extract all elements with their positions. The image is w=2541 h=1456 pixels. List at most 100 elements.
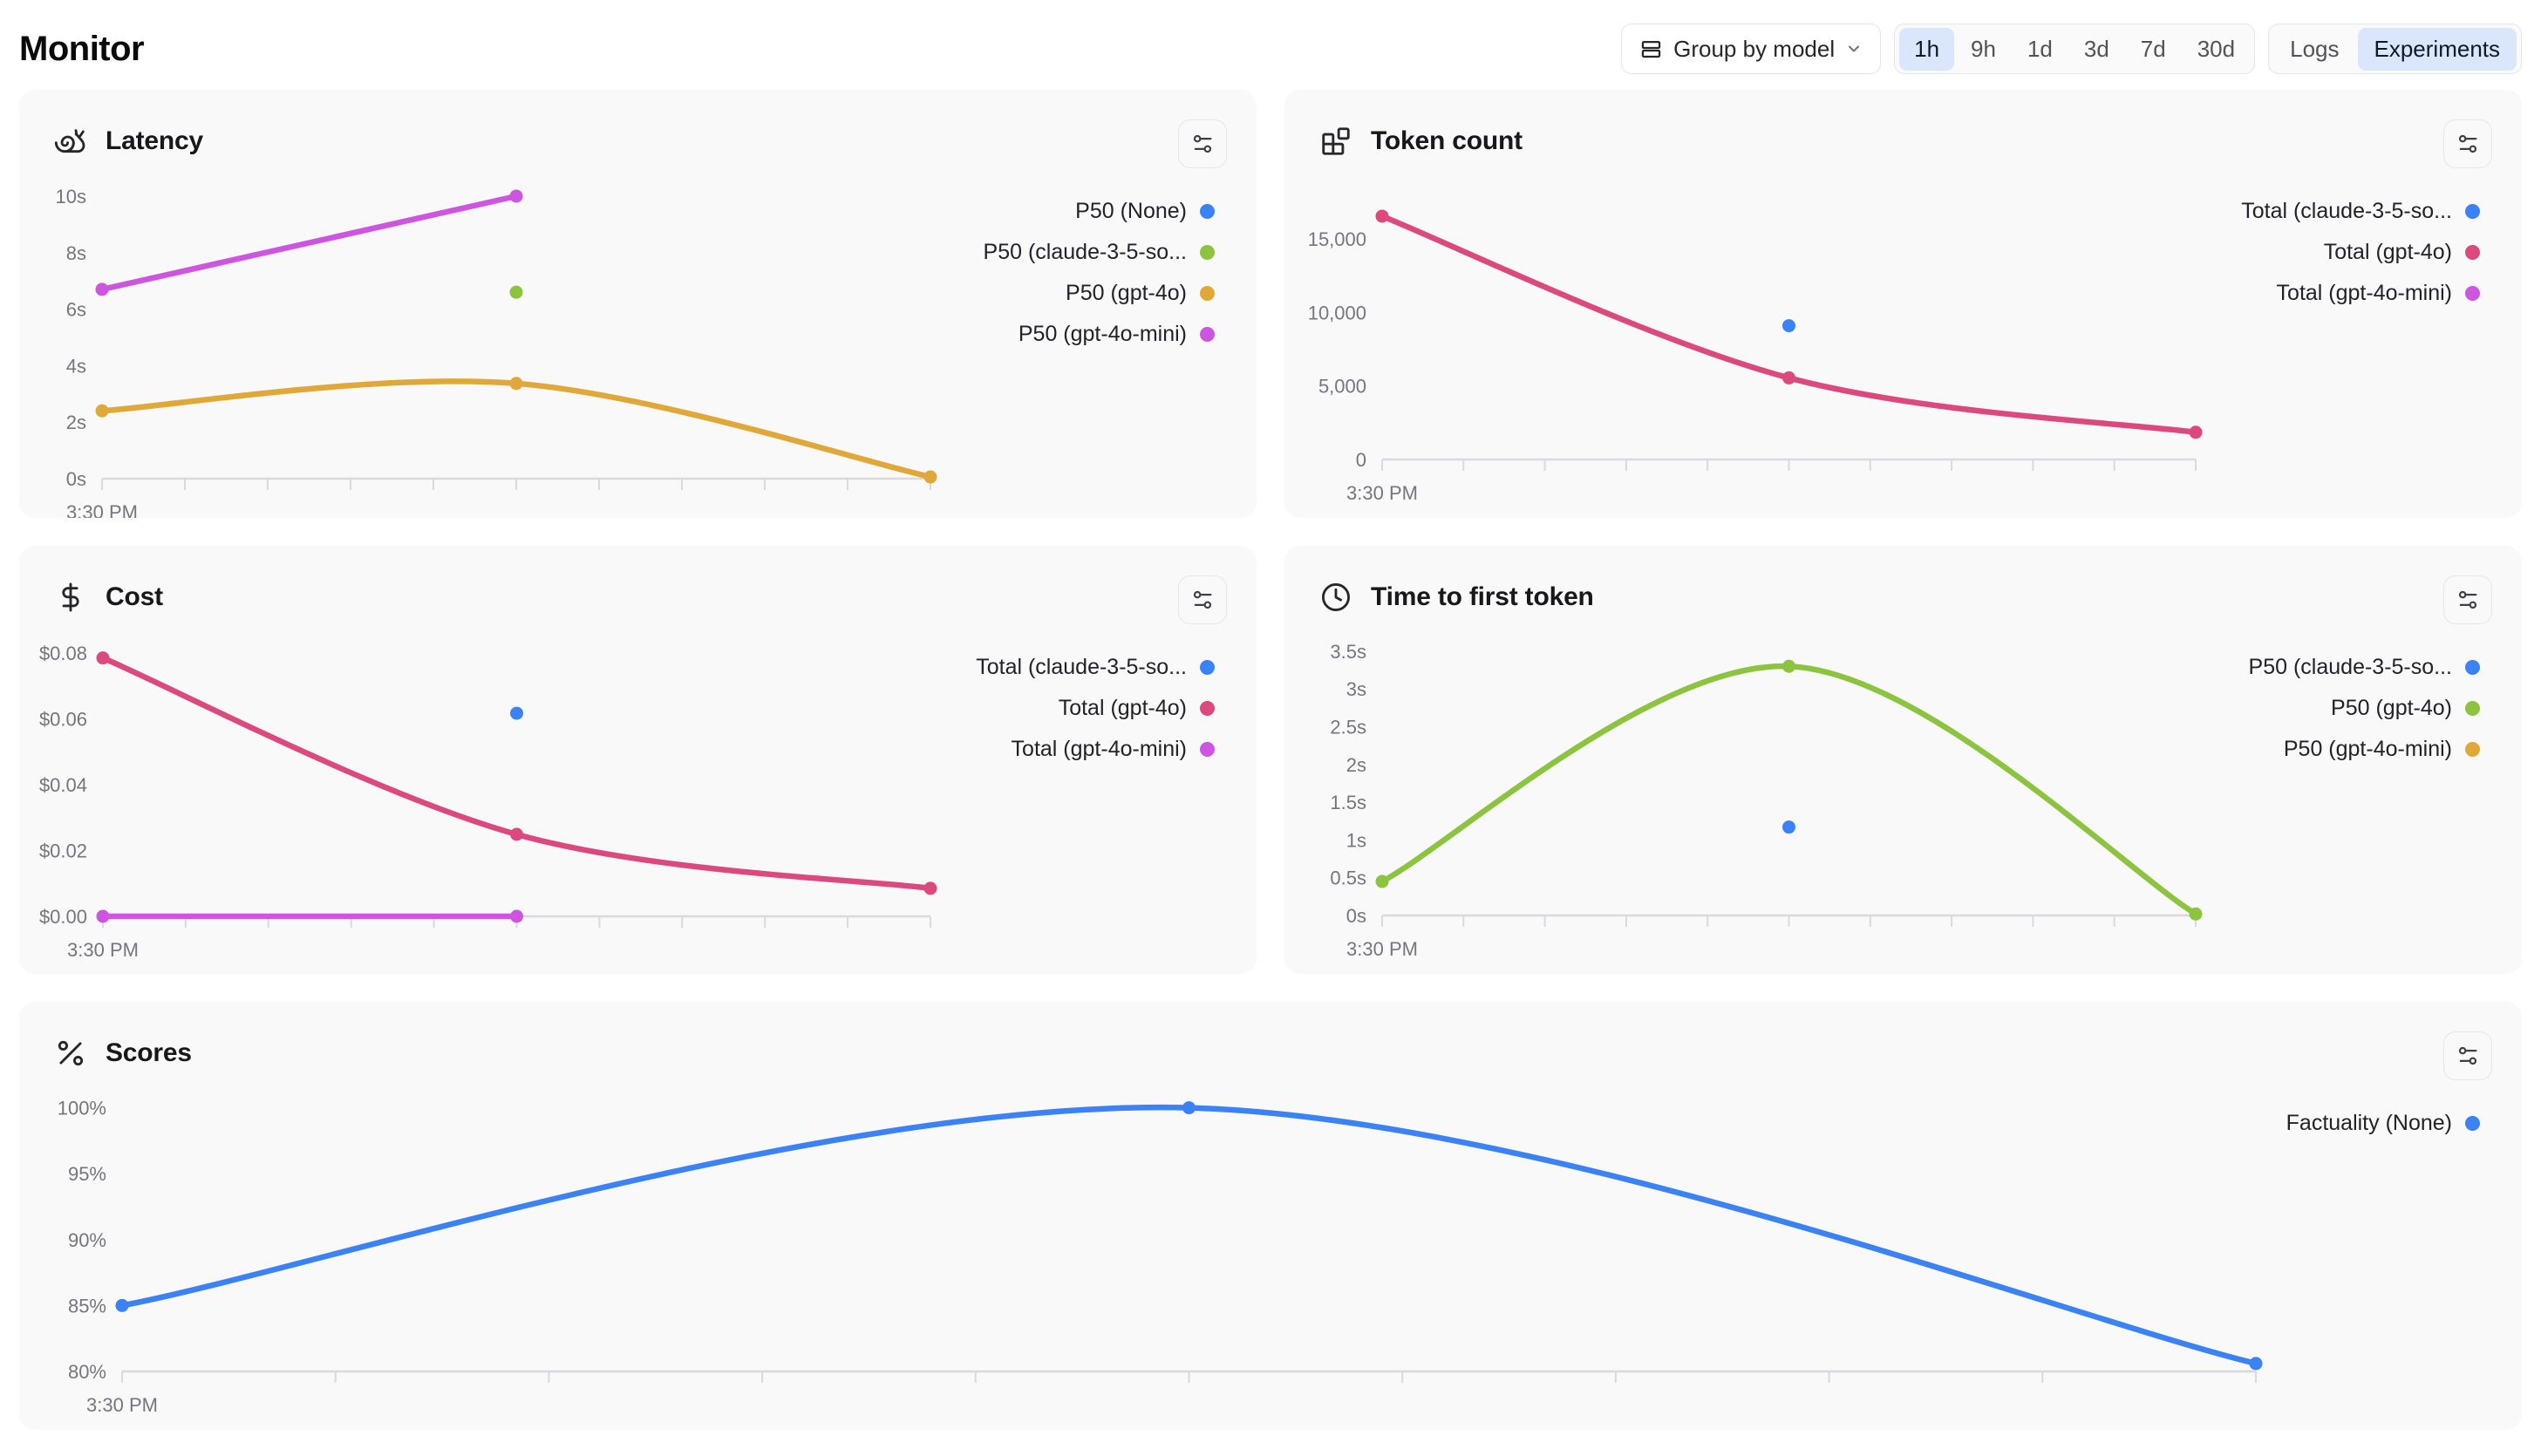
chart-settings-button[interactable]: [1178, 575, 1227, 624]
time-range-1h[interactable]: 1h: [1899, 27, 1955, 71]
legend-item[interactable]: P50 (gpt-4o): [1066, 273, 1215, 314]
legend-item[interactable]: P50 (claude-3-5-so...: [984, 232, 1215, 273]
svg-text:90%: 90%: [68, 1229, 106, 1251]
view-toggle-group: Logs Experiments: [2268, 24, 2522, 74]
svg-text:$0.02: $0.02: [39, 840, 87, 862]
legend-color-dot: [2465, 204, 2480, 219]
percent-icon: [52, 1035, 89, 1072]
chart-settings-button[interactable]: [1178, 119, 1227, 168]
legend-item[interactable]: Total (gpt-4o-mini): [1012, 729, 1215, 770]
time-to-first-token-chart: 3.5s 3s 2.5s 2s 1.5s 1s 0.5s 0s 3:30 PM: [1330, 641, 2203, 960]
legend-label: Total (gpt-4o-mini): [2276, 281, 2452, 305]
legend-color-dot: [1200, 245, 1215, 260]
cost-chart: $0.08 $0.06 $0.04 $0.02 $0.00 3:30 PM: [39, 643, 937, 961]
legend-label: P50 (None): [1075, 199, 1187, 223]
legend-item[interactable]: P50 (None): [1075, 191, 1215, 232]
card-title: Scores: [106, 1038, 192, 1067]
clock-icon: [1318, 579, 1354, 616]
legend-color-dot: [2465, 660, 2480, 675]
chevron-down-icon: [1845, 40, 1863, 58]
legend-label: Total (gpt-4o): [1058, 696, 1187, 720]
svg-text:10,000: 10,000: [1308, 302, 1366, 323]
svg-text:4s: 4s: [66, 355, 86, 377]
topbar: Monitor Group by model 1h 9h 1d 3d 7d 30d Log…: [0, 0, 2541, 75]
legend-item[interactable]: Total (gpt-4o): [2324, 232, 2480, 273]
svg-text:3s: 3s: [1346, 678, 1366, 700]
card-title: Latency: [106, 126, 203, 155]
svg-text:3:30 PM: 3:30 PM: [86, 1394, 158, 1416]
card-title: Cost: [106, 582, 163, 611]
svg-text:80%: 80%: [68, 1361, 106, 1383]
legend-label: P50 (gpt-4o-mini): [1018, 322, 1187, 346]
time-range-3d[interactable]: 3d: [2069, 28, 2124, 71]
legend-color-dot: [1200, 327, 1215, 342]
svg-text:$0.00: $0.00: [39, 906, 87, 928]
dollar-icon: [52, 579, 89, 616]
svg-text:15,000: 15,000: [1308, 228, 1366, 250]
legend-label: P50 (claude-3-5-so...: [2248, 655, 2452, 679]
legend-color-dot: [2465, 286, 2480, 301]
time-range-9h[interactable]: 9h: [1956, 28, 2011, 71]
rows-icon: [1639, 37, 1663, 61]
chart-settings-button[interactable]: [2443, 119, 2492, 168]
time-to-first-token-card: 3.5s 3s 2.5s 2s 1.5s 1s 0.5s 0s 3:30 PM Time to …: [1284, 546, 2522, 974]
svg-text:$0.04: $0.04: [39, 774, 87, 796]
svg-text:5,000: 5,000: [1318, 376, 1366, 398]
topbar-controls: Group by model 1h 9h 1d 3d 7d 30d Logs Experim…: [1621, 24, 2522, 74]
legend-color-dot: [2465, 245, 2480, 260]
legend-item[interactable]: P50 (claude-3-5-so...: [2249, 647, 2480, 688]
latency-card: 10s 8s 6s 4s 2s 0s 3:30 PM Latency P50 (None) P…: [19, 90, 1257, 518]
time-range-1d[interactable]: 1d: [2013, 28, 2068, 71]
legend-item[interactable]: Factuality (None): [2286, 1103, 2480, 1144]
legend-item[interactable]: P50 (gpt-4o-mini): [2284, 729, 2480, 770]
svg-text:0.5s: 0.5s: [1330, 867, 1366, 889]
legend-item[interactable]: Total (claude-3-5-so...: [2241, 191, 2480, 232]
legend-item[interactable]: P50 (gpt-4o-mini): [1018, 314, 1215, 355]
token-count-card: 15,000 10,000 5,000 0 3:30 PM Token count To…: [1284, 90, 2522, 518]
svg-text:10s: 10s: [56, 186, 86, 208]
scores-chart: 100% 95% 90% 85% 80% 3:30 PM: [58, 1098, 2263, 1416]
view-tab-experiments[interactable]: Experiments: [2357, 27, 2517, 71]
legend-color-dot: [1200, 701, 1215, 716]
latency-chart: 10s 8s 6s 4s 2s 0s 3:30 PM: [56, 186, 937, 518]
card-title: Time to first token: [1371, 582, 1594, 611]
legend-color-dot: [2465, 742, 2480, 757]
legend-color-dot: [2465, 701, 2480, 716]
legend-label: Total (gpt-4o): [2323, 240, 2452, 264]
chart-settings-button[interactable]: [2443, 1031, 2492, 1080]
legend-item[interactable]: Total (gpt-4o): [1059, 688, 1215, 729]
legend-color-dot: [1200, 742, 1215, 757]
svg-text:95%: 95%: [68, 1163, 106, 1185]
legend-color-dot: [1200, 204, 1215, 219]
legend-label: Total (gpt-4o-mini): [1011, 737, 1187, 761]
svg-text:3:30 PM: 3:30 PM: [66, 501, 138, 518]
time-range-30d[interactable]: 30d: [2183, 28, 2250, 71]
svg-text:2s: 2s: [1346, 754, 1366, 776]
legend-item[interactable]: Total (gpt-4o-mini): [2277, 273, 2480, 314]
svg-text:$0.06: $0.06: [39, 709, 87, 731]
legend-color-dot: [1200, 286, 1215, 301]
svg-text:1.5s: 1.5s: [1330, 792, 1366, 813]
chart-settings-button[interactable]: [2443, 575, 2492, 624]
legend: Factuality (None): [2286, 1103, 2480, 1144]
svg-text:3:30 PM: 3:30 PM: [1346, 482, 1418, 504]
legend-label: P50 (gpt-4o): [2331, 696, 2452, 720]
legend-label: P50 (gpt-4o): [1066, 281, 1187, 305]
page-title: Monitor: [19, 29, 145, 68]
legend: P50 (claude-3-5-so... P50 (gpt-4o) P50 (gp…: [2249, 647, 2480, 770]
legend-item[interactable]: Total (claude-3-5-so...: [976, 647, 1215, 688]
legend-label: P50 (claude-3-5-so...: [983, 240, 1187, 264]
svg-text:0s: 0s: [1346, 905, 1366, 927]
time-range-7d[interactable]: 7d: [2126, 28, 2181, 71]
snail-icon: [52, 123, 89, 160]
svg-text:85%: 85%: [68, 1295, 106, 1317]
view-tab-logs[interactable]: Logs: [2273, 28, 2355, 71]
group-by-model-button[interactable]: Group by model: [1621, 24, 1882, 74]
svg-text:2s: 2s: [66, 412, 86, 433]
legend-item[interactable]: P50 (gpt-4o): [2331, 688, 2480, 729]
svg-text:3:30 PM: 3:30 PM: [67, 939, 139, 961]
svg-text:0s: 0s: [66, 468, 86, 490]
svg-text:0: 0: [1356, 449, 1366, 471]
svg-text:100%: 100%: [58, 1098, 106, 1119]
